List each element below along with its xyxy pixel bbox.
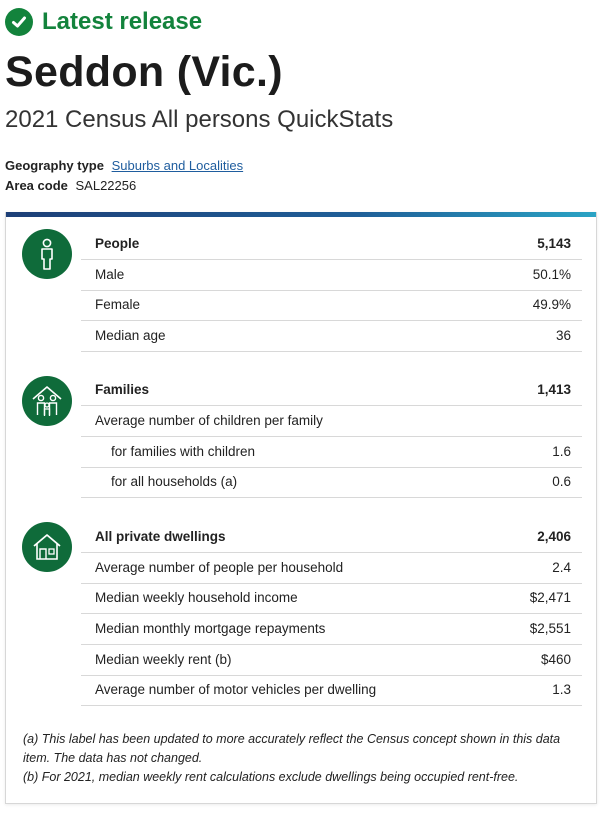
area-code-label: Area code xyxy=(5,178,68,193)
page-title: Seddon (Vic.) xyxy=(5,48,283,96)
stat-value: $460 xyxy=(540,652,571,667)
quickstats-card: People 5,143 Male 50.1% Female 49.9% Med… xyxy=(5,212,597,804)
stat-value: 49.9% xyxy=(532,297,571,312)
stat-value: $2,471 xyxy=(529,590,571,605)
stat-row-motor-vehicles: Average number of motor vehicles per dwe… xyxy=(81,674,582,706)
stat-row-avg-children: Average number of children per family xyxy=(81,405,582,437)
stat-row-mortgage-repayments: Median monthly mortgage repayments $2,55… xyxy=(81,613,582,645)
stat-row-male: Male 50.1% xyxy=(81,259,582,291)
stat-label: for families with children xyxy=(111,444,256,459)
person-icon xyxy=(22,229,72,279)
area-code-value: SAL22256 xyxy=(75,178,137,193)
stat-label: Female xyxy=(95,297,141,312)
badge-label: Latest release xyxy=(42,8,203,35)
stat-row-median-age: Median age 36 xyxy=(81,320,582,352)
geography-type-link[interactable]: Suburbs and Localities xyxy=(111,158,244,173)
stat-label: Families xyxy=(95,382,150,397)
footnote-b: (b) For 2021, median weekly rent calcula… xyxy=(23,770,519,784)
house-icon xyxy=(22,522,72,572)
stat-label: Male xyxy=(95,267,125,282)
stat-row-household-income: Median weekly household income $2,471 xyxy=(81,582,582,614)
stat-row-all-households: for all households (a) 0.6 xyxy=(81,466,582,498)
page-subtitle: 2021 Census All persons QuickStats xyxy=(5,106,394,133)
stat-label: Median weekly household income xyxy=(95,590,298,605)
stat-label: People xyxy=(95,236,140,251)
stat-row-female: Female 49.9% xyxy=(81,289,582,321)
stat-value: 2.4 xyxy=(552,560,571,575)
check-circle-icon xyxy=(5,8,33,36)
stat-label: Median age xyxy=(95,328,166,343)
stat-value: 1,413 xyxy=(537,382,571,397)
stat-label: Average number of motor vehicles per dwe… xyxy=(95,682,377,697)
footnotes: (a) This label has been updated to more … xyxy=(23,730,583,787)
card-accent-bar xyxy=(6,212,596,217)
latest-release-badge: Latest release xyxy=(5,6,202,38)
geography-type-label: Geography type xyxy=(5,158,104,173)
stat-row-weekly-rent: Median weekly rent (b) $460 xyxy=(81,644,582,676)
stat-row-people-per-household: Average number of people per household 2… xyxy=(81,552,582,584)
family-icon xyxy=(22,376,72,426)
stat-value: 50.1% xyxy=(532,267,571,282)
stat-label: Average number of children per family xyxy=(95,413,323,428)
stat-value: 36 xyxy=(555,328,571,343)
geography-type-line: Geography type Suburbs and Localities xyxy=(5,158,243,173)
stat-label: Median weekly rent (b) xyxy=(95,652,232,667)
stat-row-people: People 5,143 xyxy=(81,228,582,260)
area-code-line: Area code SAL22256 xyxy=(5,178,136,193)
stat-value: $2,551 xyxy=(529,621,571,636)
stat-value: 2,406 xyxy=(537,529,571,544)
stat-label: for all households (a) xyxy=(111,474,238,489)
stat-label: Median monthly mortgage repayments xyxy=(95,621,326,636)
stat-row-families: Families 1,413 xyxy=(81,374,582,406)
stat-row-dwellings: All private dwellings 2,406 xyxy=(81,521,582,553)
stat-value: 1.6 xyxy=(552,444,571,459)
stat-value: 1.3 xyxy=(552,682,571,697)
stat-label: All private dwellings xyxy=(95,529,226,544)
stat-value: 0.6 xyxy=(552,474,571,489)
stat-label: Average number of people per household xyxy=(95,560,344,575)
stat-value: 5,143 xyxy=(537,236,571,251)
stat-row-families-with-children: for families with children 1.6 xyxy=(81,436,582,468)
footnote-a: (a) This label has been updated to more … xyxy=(23,732,561,765)
